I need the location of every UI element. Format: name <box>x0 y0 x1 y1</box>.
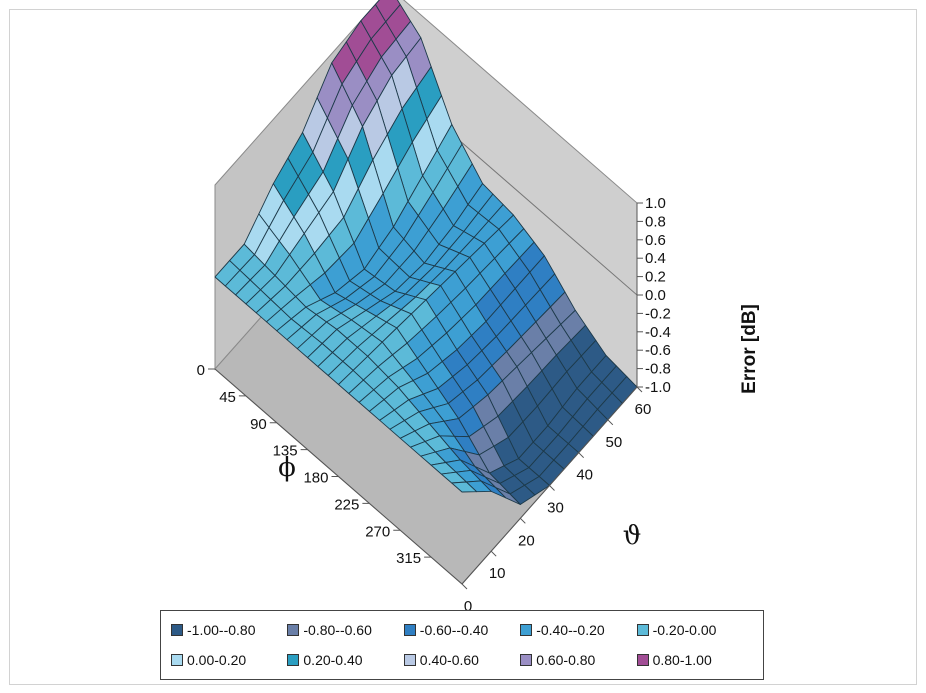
legend-label: 0.20-0.40 <box>303 652 363 668</box>
theta-tick-mark <box>461 583 468 590</box>
z-tick-label: 0.4 <box>645 250 666 267</box>
theta-axis-title: ϑ <box>623 521 642 551</box>
theta-tick-label: 50 <box>605 434 622 451</box>
legend-label: -0.40--0.20 <box>536 622 605 638</box>
phi-tick-label: 0 <box>197 362 205 379</box>
z-tick-label: 0.6 <box>645 232 666 249</box>
legend-label: -0.80--0.60 <box>303 622 372 638</box>
legend-label: 0.40-0.60 <box>419 652 479 668</box>
legend-label: -1.00--0.80 <box>187 622 256 638</box>
theta-tick-mark <box>490 550 497 557</box>
legend-label: -0.60--0.40 <box>419 622 489 638</box>
theta-tick-label: 10 <box>489 565 506 582</box>
legend-swatch <box>171 654 183 666</box>
z-tick-label: -0.2 <box>645 305 671 322</box>
legend-entry: 0.20-0.40 <box>287 645 403 675</box>
legend-entry: -0.60--0.40 <box>403 615 520 645</box>
theta-tick-label: 0 <box>464 598 472 615</box>
theta-tick-mark <box>549 485 555 491</box>
legend-entry: 0.00-0.20 <box>171 645 287 675</box>
z-tick-label: 0.8 <box>645 213 666 230</box>
phi-tick-label: 225 <box>334 496 359 513</box>
phi-tick-label: 315 <box>396 550 421 567</box>
theta-tick-mark <box>636 386 643 393</box>
legend-entry: -0.40--0.20 <box>520 615 636 645</box>
legend-swatch <box>403 624 416 636</box>
error-surface <box>214 0 638 505</box>
phi-tick-label: 180 <box>303 470 328 487</box>
legend-swatch <box>520 624 533 636</box>
chart-labels: -1.0-0.8-0.6-0.4-0.20.00.20.40.60.81.004… <box>197 195 760 615</box>
theta-tick-label: 40 <box>576 467 593 484</box>
legend-entry: -0.20-0.00 <box>636 615 753 645</box>
legend-label: 0.80-1.00 <box>652 652 712 668</box>
z-tick-label: 0.2 <box>645 269 666 286</box>
theta-tick-mark <box>519 517 526 524</box>
theta-tick-mark <box>607 419 614 426</box>
phi-axis-title: ϕ <box>278 453 296 483</box>
legend-swatch <box>403 654 416 666</box>
z-tick-label: 1.0 <box>645 195 666 212</box>
z-tick-label: -0.8 <box>645 361 671 378</box>
legend-swatch <box>171 624 183 636</box>
z-axis-title: Error [dB] <box>739 304 760 394</box>
legend-label: 0.60-0.80 <box>536 652 596 668</box>
legend-label: 0.00-0.20 <box>187 652 247 668</box>
z-tick-label: 0.0 <box>645 287 666 304</box>
phi-tick-label: 135 <box>273 443 298 460</box>
legend-swatch <box>287 624 300 636</box>
legend-entry: 0.80-1.00 <box>636 645 753 675</box>
z-tick-label: -0.4 <box>645 324 671 341</box>
legend-label: -0.20-0.00 <box>652 622 717 638</box>
legend-entry: -0.80--0.60 <box>287 615 403 645</box>
z-tick-label: -1.0 <box>645 379 671 396</box>
theta-tick-label: 60 <box>635 401 652 418</box>
legend-swatch <box>636 654 649 666</box>
legend-swatch <box>520 654 533 666</box>
theta-tick-mark <box>578 452 585 459</box>
legend-entry: -1.00--0.80 <box>171 615 287 645</box>
legend-entry: 0.40-0.60 <box>403 645 520 675</box>
phi-tick-label: 270 <box>365 523 390 540</box>
chart-axes <box>208 202 643 590</box>
legend-swatch <box>287 654 300 666</box>
surface-cell <box>451 481 478 493</box>
z-tick-label: -0.6 <box>645 342 671 359</box>
legend-entry: 0.60-0.80 <box>520 645 636 675</box>
legend: -1.00--0.80 -0.80--0.60 -0.60--0.40 -0.40--… <box>160 610 764 680</box>
phi-tick-label: 45 <box>219 389 236 406</box>
theta-tick-label: 30 <box>547 500 564 517</box>
theta-tick-label: 20 <box>518 532 535 549</box>
phi-tick-label: 90 <box>250 416 267 433</box>
legend-swatch <box>636 624 649 636</box>
